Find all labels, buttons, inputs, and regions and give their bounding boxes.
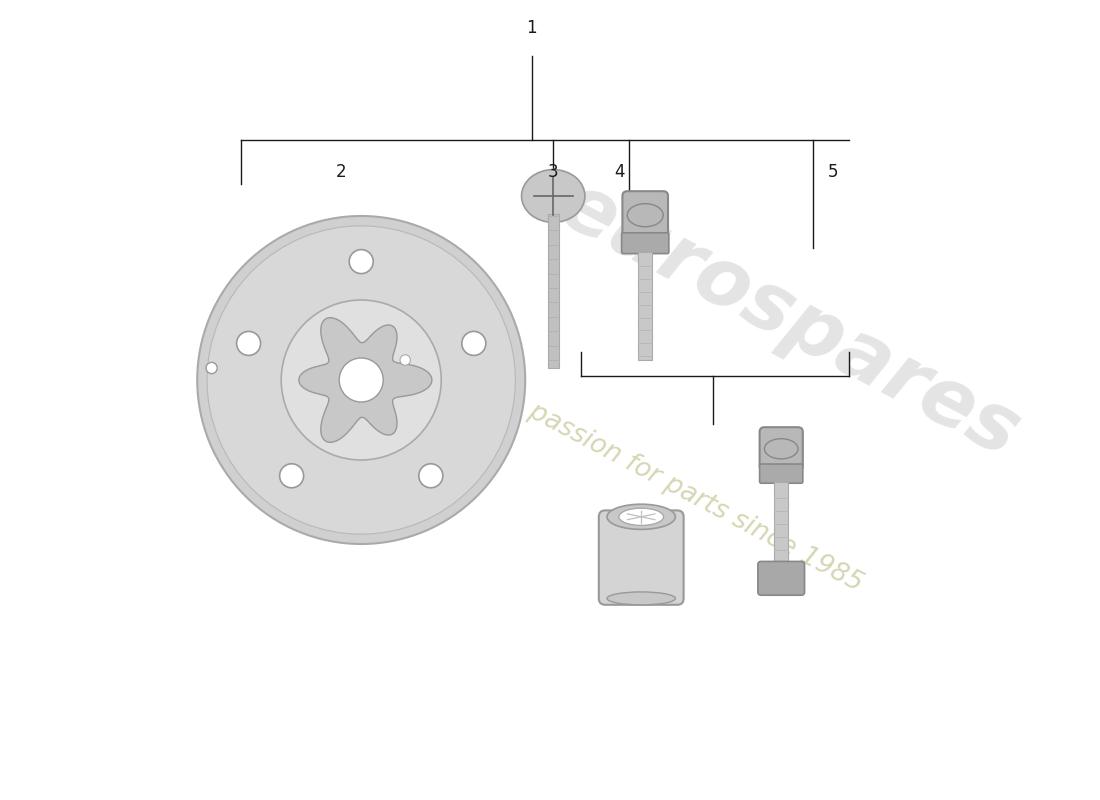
FancyBboxPatch shape [760, 427, 803, 470]
FancyBboxPatch shape [598, 510, 683, 605]
Ellipse shape [236, 331, 261, 355]
FancyBboxPatch shape [760, 464, 803, 483]
Polygon shape [299, 318, 432, 442]
FancyBboxPatch shape [623, 191, 668, 239]
Ellipse shape [207, 226, 516, 534]
Ellipse shape [607, 504, 675, 530]
Ellipse shape [619, 508, 663, 526]
Bar [548, 214, 559, 368]
Ellipse shape [206, 362, 217, 374]
Ellipse shape [349, 250, 373, 274]
Text: 4: 4 [615, 163, 625, 181]
Ellipse shape [764, 438, 798, 459]
Text: 1: 1 [526, 19, 537, 37]
Ellipse shape [279, 464, 304, 488]
Ellipse shape [197, 216, 525, 544]
Text: a passion for parts since 1985: a passion for parts since 1985 [503, 387, 867, 597]
Ellipse shape [627, 204, 663, 226]
Text: 5: 5 [828, 163, 838, 181]
Text: eurospares: eurospares [547, 166, 1032, 474]
Ellipse shape [282, 300, 441, 460]
Ellipse shape [339, 358, 383, 402]
Text: 2: 2 [336, 163, 346, 181]
Ellipse shape [400, 354, 410, 365]
Ellipse shape [419, 464, 443, 488]
Ellipse shape [462, 331, 486, 355]
FancyBboxPatch shape [621, 233, 669, 254]
Bar [774, 482, 789, 592]
Bar [638, 252, 652, 360]
Ellipse shape [607, 592, 675, 605]
FancyBboxPatch shape [758, 562, 804, 595]
Ellipse shape [521, 170, 585, 222]
Text: 3: 3 [548, 163, 559, 181]
